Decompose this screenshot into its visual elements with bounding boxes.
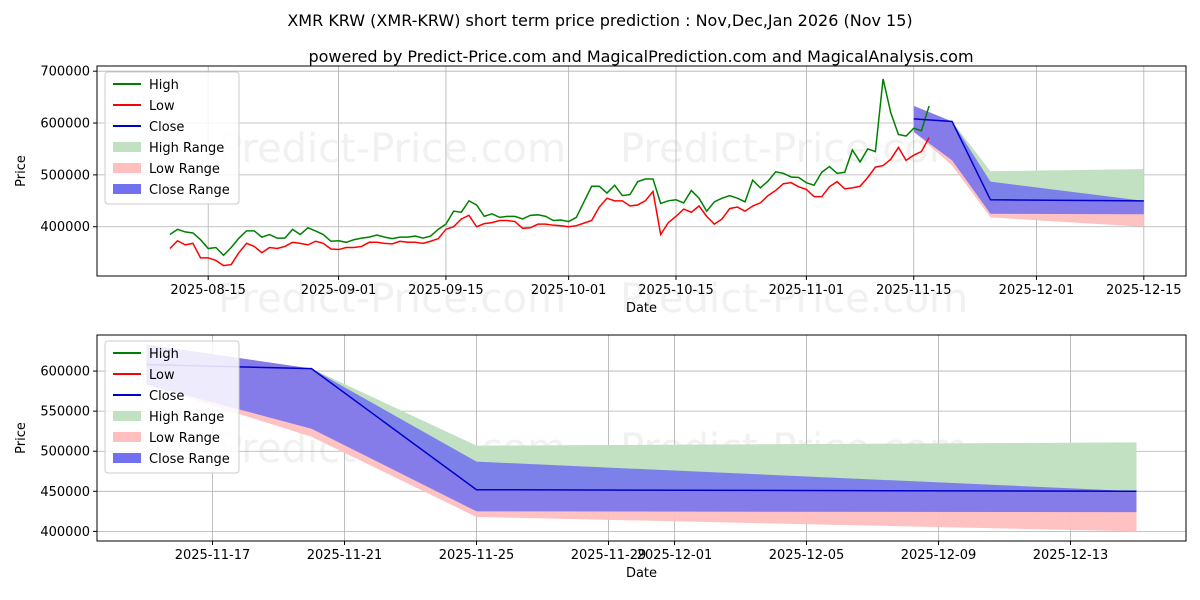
y-tick-label: 450000	[40, 485, 90, 500]
y-tick-label: 500000	[40, 168, 90, 183]
x-tick-label: 2025-12-01	[637, 548, 713, 563]
x-tick-label: 2025-11-15	[876, 283, 952, 298]
x-tick-label: 2025-09-01	[301, 283, 377, 298]
legend-label: Low	[149, 99, 175, 114]
low-line	[169, 137, 930, 267]
legend-label: Low Range	[149, 431, 220, 446]
plot-frame	[96, 334, 1187, 542]
legend: High Low Close High Range Low Range Close Ran…	[104, 71, 240, 205]
x-tick-label: 2025-11-01	[769, 283, 845, 298]
watermark-2: Predict-Price.com	[620, 126, 968, 172]
legend-swatch-5	[113, 432, 141, 442]
legend-label: Close	[149, 389, 184, 404]
x-tick-label: 2025-11-25	[439, 548, 515, 563]
y-tick-label: 600000	[40, 117, 90, 132]
legend-label: Close Range	[149, 183, 230, 198]
high-range-band	[146, 344, 1137, 492]
legend-swatch-5	[113, 163, 141, 173]
x-tick-label: 2025-12-15	[1106, 283, 1182, 298]
chart-subtitle: powered by Predict-Price.com and Magical…	[308, 47, 973, 66]
close-range-band	[913, 105, 1144, 215]
bottom-chart: Predict-Price.comPredict-Price.com2025-1…	[14, 334, 1187, 581]
close-range-band	[146, 344, 1137, 513]
x-tick-label: 2025-12-01	[999, 283, 1075, 298]
y-tick-label: 500000	[40, 445, 90, 460]
legend-label: High Range	[149, 141, 224, 156]
legend-label: Low Range	[149, 162, 220, 177]
plot-frame	[96, 65, 1187, 277]
x-tick-label: 2025-11-17	[175, 548, 251, 563]
chart-title: XMR KRW (XMR-KRW) short term price predi…	[287, 11, 912, 30]
legend: High Low Close High Range Low Range Close Ran…	[104, 340, 240, 474]
legend-swatch-6	[113, 184, 141, 194]
y-tick-label: 400000	[40, 525, 90, 540]
x-axis-label: Date	[626, 566, 657, 581]
x-tick-label: 2025-11-29	[571, 548, 647, 563]
x-tick-label: 2025-12-09	[901, 548, 977, 563]
watermark-1: Predict-Price.com	[218, 126, 566, 172]
x-tick-label: 2025-10-01	[531, 283, 607, 298]
x-tick-label: 2025-08-15	[170, 283, 246, 298]
legend-label: Low	[149, 368, 175, 383]
legend-swatch-4	[113, 411, 141, 421]
legend-label: High	[149, 78, 179, 93]
y-tick-label: 550000	[40, 405, 90, 420]
legend-label: Close	[149, 120, 184, 135]
y-tick-label: 700000	[40, 65, 90, 80]
x-axis-label: Date	[626, 301, 657, 316]
high-range-band	[913, 105, 1144, 201]
x-tick-label: 2025-10-15	[638, 283, 714, 298]
watermark-3: Predict-Price.com	[218, 276, 566, 322]
x-tick-label: 2025-11-21	[307, 548, 383, 563]
x-tick-label: 2025-09-15	[408, 283, 484, 298]
y-axis-label: Price	[14, 155, 29, 187]
y-tick-label: 400000	[40, 220, 90, 235]
plot-area	[169, 78, 1144, 267]
top-chart: Predict-Price.com Predict-Price.com Predic…	[14, 65, 1187, 322]
legend-label: High Range	[149, 410, 224, 425]
legend-label: High	[149, 347, 179, 362]
legend-label: Close Range	[149, 452, 230, 467]
high-line	[169, 78, 930, 257]
plot-area	[146, 344, 1137, 532]
x-tick-label: 2025-12-13	[1033, 548, 1109, 563]
y-axis-label: Price	[14, 422, 29, 454]
y-tick-label: 600000	[40, 365, 90, 380]
x-tick-label: 2025-12-05	[769, 548, 845, 563]
legend-swatch-4	[113, 142, 141, 152]
watermark-4: Predict-Price.com	[620, 276, 968, 322]
legend-swatch-6	[113, 453, 141, 463]
close-line	[913, 118, 1144, 202]
